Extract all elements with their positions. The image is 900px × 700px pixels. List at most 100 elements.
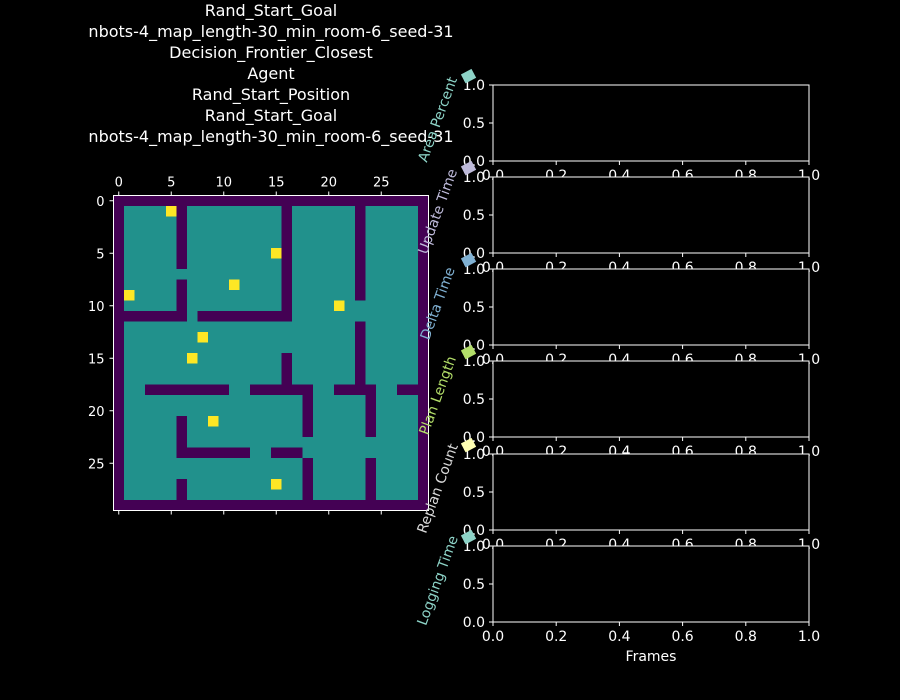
map-cell-floor <box>176 405 188 417</box>
map-cell-floor <box>376 237 387 249</box>
map-cell-floor <box>145 363 156 375</box>
map-cell-floor <box>302 290 314 301</box>
map-cell-floor <box>355 447 366 459</box>
map-cell-floor <box>334 468 345 480</box>
map-cell-floor <box>355 405 366 417</box>
map-cell-floor <box>386 279 398 291</box>
map-cell-floor <box>271 237 282 249</box>
map-cell-floor <box>166 468 177 480</box>
map-cell-floor <box>313 216 324 228</box>
map-cell-wall <box>218 195 230 207</box>
map-cell-floor <box>239 321 251 333</box>
map-cell-wall <box>176 384 188 396</box>
map-cell-floor <box>397 479 408 490</box>
map-cell-floor <box>386 258 398 270</box>
map-cell-floor <box>323 363 335 375</box>
map-cell-floor <box>134 384 146 396</box>
map-cell-floor <box>334 206 345 217</box>
map-cell-wall <box>176 279 188 291</box>
map-cell-floor <box>334 342 345 354</box>
map-cell-floor <box>134 458 146 469</box>
map-cell-agent <box>271 248 282 259</box>
map-cell-floor <box>145 332 156 343</box>
map-cell-floor <box>292 206 303 217</box>
map-cell-floor <box>208 342 219 354</box>
map-cell-floor <box>218 237 230 249</box>
map-cell-floor <box>166 321 177 333</box>
map-cell-floor <box>229 489 240 501</box>
panel-ytick-label: 0.5 <box>463 392 485 408</box>
map-cell-wall <box>113 227 125 238</box>
map-cell-floor <box>376 258 387 270</box>
map-cell-floor <box>260 353 272 364</box>
map-cell-floor <box>271 437 282 448</box>
map-cell-wall <box>176 290 188 301</box>
map-cell-floor <box>407 258 419 270</box>
map-cell-floor <box>407 479 419 490</box>
panel-ytick-label: 1.0 <box>463 78 485 94</box>
map-cell-wall <box>302 395 314 406</box>
map-cell-floor <box>271 363 282 375</box>
map-cell-floor <box>334 311 345 322</box>
map-cell-floor <box>260 374 272 385</box>
map-cell-floor <box>250 363 261 375</box>
map-cell-floor <box>407 321 419 333</box>
map-cell-floor <box>334 237 345 249</box>
map-cell-floor <box>145 395 156 406</box>
map-cell-floor <box>145 227 156 238</box>
map-cell-floor <box>271 405 282 417</box>
map-cell-floor <box>302 206 314 217</box>
map-cell-floor <box>292 300 303 312</box>
map-cell-floor <box>344 479 356 490</box>
map-cell-wall <box>418 279 429 291</box>
map-cell-wall <box>418 290 429 301</box>
map-cell-floor <box>239 216 251 228</box>
map-cell-agent <box>124 290 135 301</box>
map-cell-floor <box>250 321 261 333</box>
map-cell-floor <box>208 248 219 259</box>
map-cell-wall <box>355 206 366 217</box>
map-cell-floor <box>166 248 177 259</box>
map-cell-floor <box>176 269 188 280</box>
map-cell-floor <box>124 468 135 480</box>
map-cell-wall <box>271 500 282 511</box>
map-cell-floor <box>155 342 167 354</box>
map-cell-floor <box>313 311 324 322</box>
map-cell-floor <box>166 332 177 343</box>
map-cell-wall <box>260 195 272 207</box>
map-cell-floor <box>229 426 240 438</box>
map-cell-floor <box>218 363 230 375</box>
map-cell-floor <box>376 447 387 459</box>
map-cell-floor <box>197 437 209 448</box>
map-cell-floor <box>271 426 282 438</box>
map-cell-floor <box>386 395 398 406</box>
map-cell-floor <box>334 279 345 291</box>
map-cell-wall <box>113 489 125 501</box>
map-cell-floor <box>260 279 272 291</box>
map-cell-floor <box>302 311 314 322</box>
map-cell-floor <box>376 279 387 291</box>
map-cell-floor <box>197 342 209 354</box>
map-cell-floor <box>208 395 219 406</box>
map-cell-wall <box>281 374 293 385</box>
map-cell-floor <box>376 479 387 490</box>
map-cell-floor <box>386 363 398 375</box>
map-cell-floor <box>397 279 408 291</box>
map-cell-floor <box>355 395 366 406</box>
map-cell-floor <box>260 405 272 417</box>
map-cell-floor <box>355 458 366 469</box>
map-cell-floor <box>365 258 377 270</box>
map-cell-floor <box>250 279 261 291</box>
map-cell-wall <box>229 447 240 459</box>
map-cell-floor <box>344 458 356 469</box>
map-cell-wall <box>418 258 429 270</box>
map-cell-floor <box>208 479 219 490</box>
map-cell-floor <box>271 332 282 343</box>
map-cell-wall <box>260 384 272 396</box>
map-cell-wall <box>145 311 156 322</box>
map-cell-floor <box>187 405 198 417</box>
map-cell-floor <box>292 290 303 301</box>
map-cell-wall <box>418 384 429 396</box>
map-cell-wall <box>134 500 146 511</box>
map-xtick-label: 20 <box>320 176 337 191</box>
